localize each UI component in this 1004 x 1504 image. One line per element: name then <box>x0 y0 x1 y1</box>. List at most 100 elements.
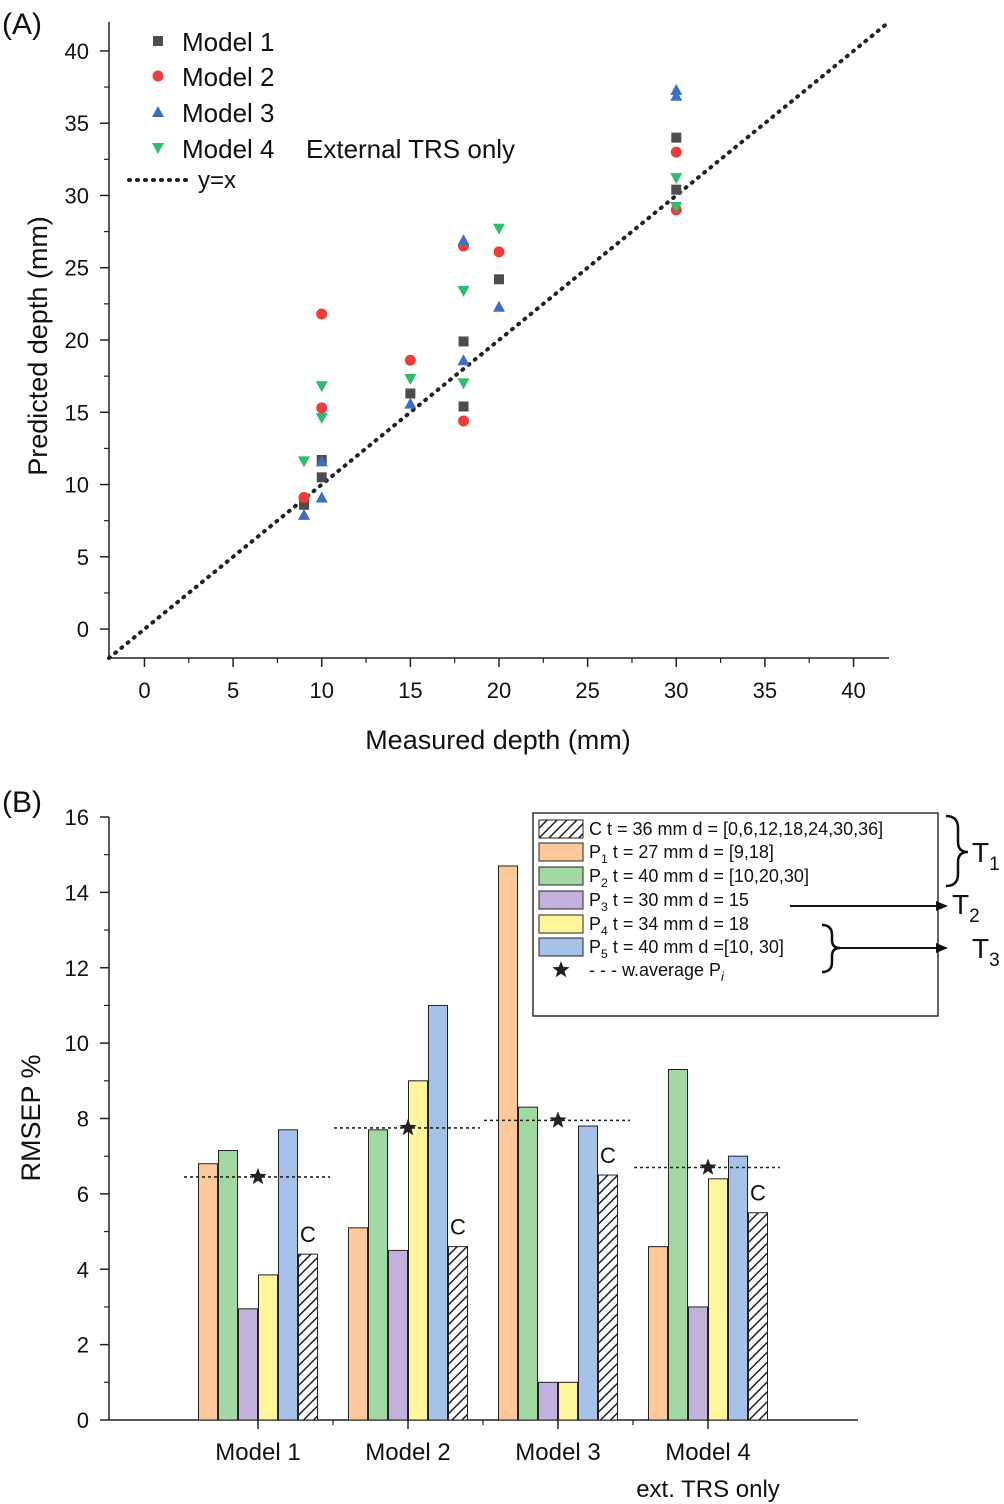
y-tick-label: 40 <box>65 39 89 64</box>
tier-label-t3: T3 <box>972 933 1000 971</box>
scatter-axes: 0 5 10 15 20 25 30 35 40 0 5 10 15 20 25 30 35 40 <box>65 22 889 703</box>
y-tick-label: 0 <box>77 617 89 642</box>
model-1-point <box>494 274 504 285</box>
model-3-point <box>315 491 328 503</box>
x-tick-label: 10 <box>309 678 333 703</box>
c-bar-label: C <box>450 1215 466 1240</box>
bar-P1-model-1 <box>198 1163 218 1421</box>
legend-label-P1: P1 t = 27 mm d = [9,18] <box>589 842 774 866</box>
legend-label-P4-main: P <box>589 914 601 934</box>
tier-label-t2-main: T <box>952 889 969 920</box>
model-3-point <box>670 83 683 95</box>
model-2-point <box>493 246 505 258</box>
scatter-panel: (A) 0 5 10 15 20 25 30 35 40 0 5 10 15 20 25 30 35 40 Mea… <box>2 8 891 755</box>
legend-label-P3-main: P <box>589 890 601 910</box>
legend-label-P2-sub: 2 <box>601 876 608 890</box>
legend-star <box>552 961 570 978</box>
model-3-point <box>457 234 470 246</box>
legend-label-model-2: Model 2 <box>182 62 275 92</box>
bar-P3-model-2 <box>388 1249 408 1421</box>
model-1-point <box>458 401 469 412</box>
tier-label-t3-main: T <box>972 933 989 964</box>
legend-text-P5: t = 40 mm d =[10, 30] <box>613 937 784 957</box>
panel-a-label: (A) <box>2 8 42 41</box>
y-tick-label: 14 <box>65 880 89 905</box>
bar-C-model-3 <box>598 1174 618 1421</box>
tier-label-t2: T2 <box>952 889 980 927</box>
x-tick-label: 20 <box>487 678 511 703</box>
y-tick-label: 10 <box>65 1031 89 1056</box>
y-tick-label: 30 <box>65 183 89 208</box>
identity-line <box>107 20 891 660</box>
bar-P5-model-2 <box>428 1004 448 1421</box>
bar-P5-model-3 <box>578 1125 598 1421</box>
bar-P1-model-4 <box>648 1246 668 1421</box>
legend-text-P1: t = 27 mm d = [9,18] <box>613 842 774 862</box>
legend-label-model-3: Model 3 <box>182 98 275 128</box>
y-axis-title: Predicted depth (mm) <box>23 216 53 476</box>
model-3-point <box>315 455 328 467</box>
c-bar-label: C <box>750 1181 766 1206</box>
y-tick-label: 2 <box>77 1333 89 1358</box>
c-bar-label: C <box>300 1222 316 1247</box>
legend-label-P1-main: P <box>589 842 601 862</box>
x-tick-label: 15 <box>398 678 422 703</box>
legend-label-P4: P4 t = 34 mm d = 18 <box>589 914 749 938</box>
model-4-point <box>670 202 683 214</box>
bar-P1-model-3 <box>498 865 518 1421</box>
y-tick-label: 10 <box>65 473 89 498</box>
bar-P1-model-2 <box>348 1227 368 1421</box>
tier-label-t1: T1 <box>972 837 1000 875</box>
x-axis-title: Measured depth (mm) <box>365 725 631 755</box>
category-sublabel: ext. TRS only <box>636 1476 780 1503</box>
category-label: Model 2 <box>365 1439 450 1466</box>
legend-average-sub: i <box>721 969 725 984</box>
x-tick-label: 35 <box>753 678 777 703</box>
legend-label-model-4: Model 4 <box>182 134 275 164</box>
model-2-point <box>670 146 682 158</box>
legend-average-text: - - - w.average P <box>589 960 721 980</box>
category-label: Model 3 <box>515 1439 600 1466</box>
legend-label-P5-main: P <box>589 937 601 957</box>
bar-P2-model-3 <box>518 1106 538 1421</box>
model-1-point <box>458 336 469 347</box>
bar-P3-model-3 <box>538 1381 558 1421</box>
panel-b-label: (B) <box>2 786 42 819</box>
x-tick-label: 0 <box>138 678 150 703</box>
legend-swatch-P1 <box>538 842 584 862</box>
model-1-point <box>316 472 327 483</box>
y-tick-label: 15 <box>65 400 89 425</box>
legend-label-identity: y=x <box>198 167 236 194</box>
model-2-point <box>316 308 328 320</box>
legend-average-label: - - - w.average Pi <box>589 960 725 984</box>
legend-text-P3: t = 30 mm d = 15 <box>613 890 749 910</box>
model-3-point <box>404 397 417 409</box>
weighted-average-star <box>549 1111 567 1128</box>
category-label: Model 4 <box>665 1439 750 1466</box>
legend-box <box>532 812 939 1017</box>
x-tick-label: 30 <box>664 678 688 703</box>
x-tick-label: 5 <box>227 678 239 703</box>
model-4-point <box>493 223 505 235</box>
arrow-t3-head <box>936 943 948 953</box>
scatter-legend: Model 1 Model 2 Model 3 Model 4 External TRS… <box>127 27 515 194</box>
legend-swatch-C <box>538 819 584 839</box>
legend-marker-model-2 <box>152 70 164 82</box>
model-4-point <box>315 413 328 425</box>
y-tick-label: 12 <box>65 956 89 981</box>
y-tick-label: 35 <box>65 111 89 136</box>
bar-P4-model-4 <box>708 1178 728 1421</box>
legend-external-trs-note: External TRS only <box>306 134 515 164</box>
legend-swatch-P4 <box>538 914 584 934</box>
model-3-point <box>670 89 683 101</box>
y-tick-label: 0 <box>77 1408 89 1433</box>
category-label: Model 1 <box>215 1439 300 1466</box>
model-1-point <box>671 184 682 195</box>
bar-P4-model-3 <box>558 1381 578 1421</box>
y-tick-label: 20 <box>65 328 89 353</box>
legend-marker-model-4 <box>152 143 164 154</box>
model-4-point <box>670 173 683 185</box>
bar-C-model-1 <box>298 1253 318 1421</box>
